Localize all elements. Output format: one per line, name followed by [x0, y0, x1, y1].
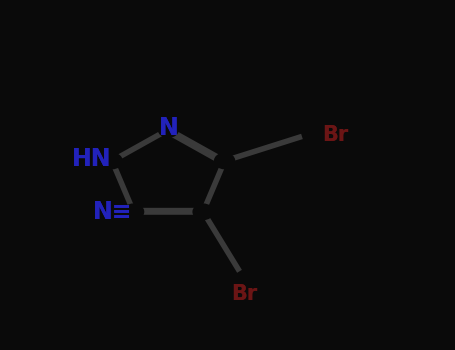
Circle shape [124, 204, 144, 219]
Text: HN: HN [72, 147, 111, 171]
Circle shape [158, 122, 178, 137]
Circle shape [215, 153, 235, 169]
Text: N≡: N≡ [93, 200, 133, 224]
Text: Br: Br [231, 284, 257, 303]
Text: Br: Br [231, 284, 257, 303]
Text: HN: HN [72, 147, 111, 171]
Text: N: N [158, 116, 178, 140]
Text: N: N [158, 116, 178, 140]
Circle shape [193, 204, 213, 219]
Text: Br: Br [323, 125, 349, 145]
Text: N≡: N≡ [93, 200, 133, 224]
Text: Br: Br [323, 125, 349, 145]
Circle shape [102, 153, 122, 169]
